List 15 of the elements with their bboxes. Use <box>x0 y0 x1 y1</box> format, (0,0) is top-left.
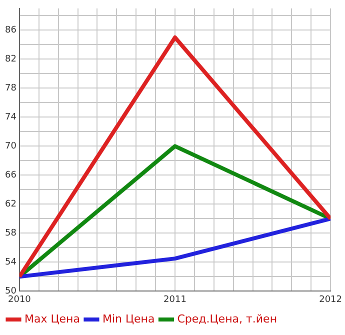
y-tick-label: 54 <box>5 258 17 268</box>
legend-label: Min Цена <box>102 312 155 326</box>
y-tick-label: 78 <box>5 84 17 94</box>
y-tick-label: 66 <box>5 170 17 181</box>
y-tick-label: 62 <box>5 200 16 210</box>
y-tick-label: 70 <box>5 142 17 152</box>
y-tick-label: 86 <box>5 26 17 36</box>
x-tick-label: 2012 <box>319 294 342 305</box>
legend-label: Max Цена <box>24 312 80 326</box>
y-tick-label: 58 <box>5 228 17 239</box>
y-tick-label: 82 <box>5 54 16 65</box>
x-tick-label: 2010 <box>8 294 32 305</box>
x-tick-label: 2011 <box>164 294 186 305</box>
legend-label: Сред.Цена, т.йен <box>177 312 278 326</box>
y-tick-label: 74 <box>5 112 17 123</box>
